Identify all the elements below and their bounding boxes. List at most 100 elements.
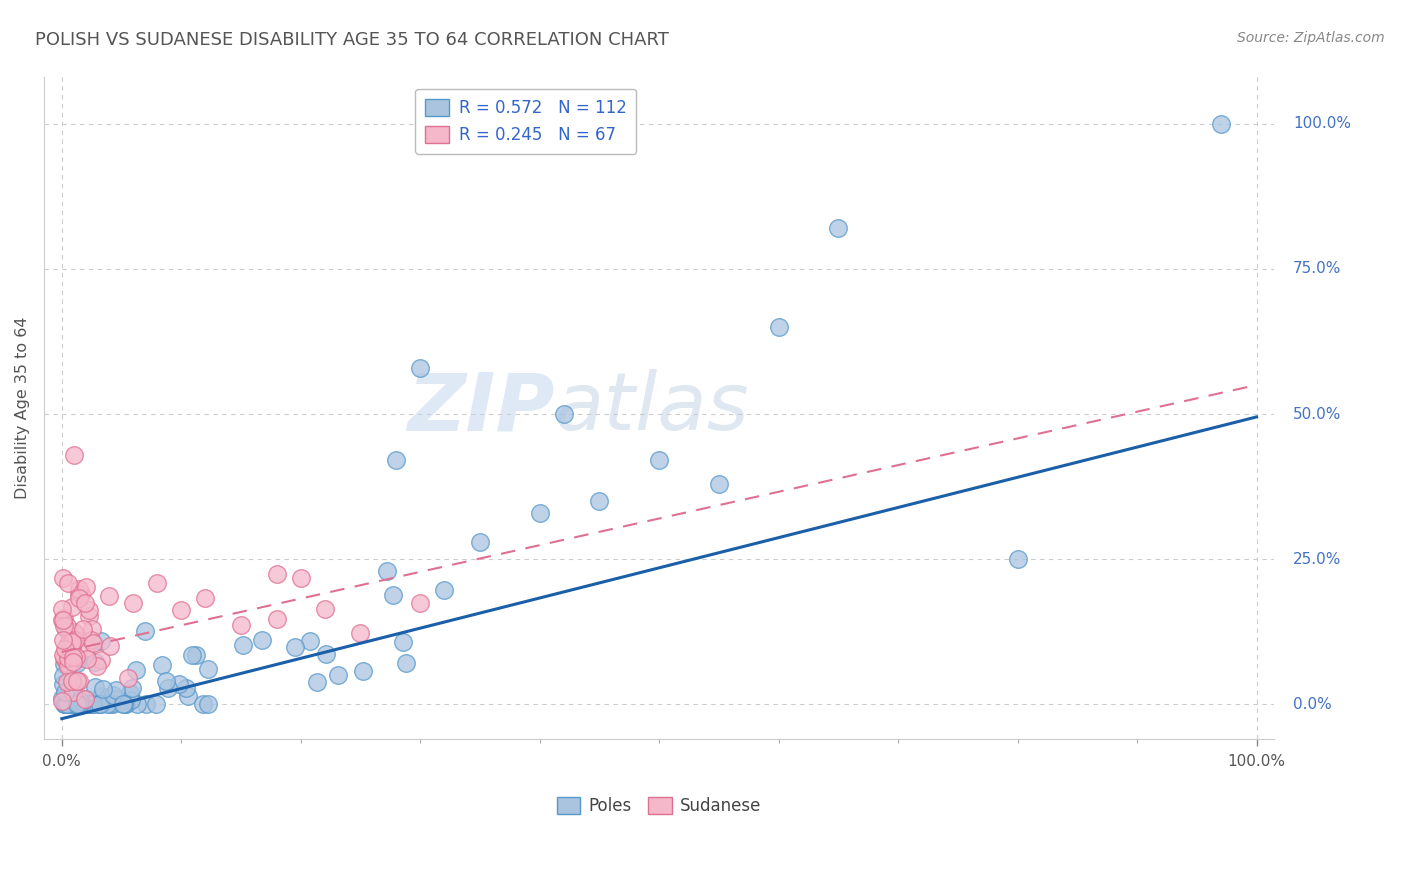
Point <box>56 656 79 670</box>
Point <box>197 697 219 711</box>
Point <box>55 619 77 633</box>
Point <box>52 694 75 708</box>
Point <box>69 694 91 708</box>
Point <box>89 697 111 711</box>
Point <box>63 697 86 711</box>
Point <box>53 641 76 656</box>
Point <box>73 596 96 610</box>
Point <box>105 683 128 698</box>
Point <box>352 664 374 678</box>
Point <box>229 618 252 632</box>
Point <box>58 576 80 591</box>
Point <box>82 636 104 650</box>
Point <box>75 692 97 706</box>
Point <box>529 506 551 520</box>
Point <box>122 596 145 610</box>
Point <box>65 697 87 711</box>
Point <box>66 697 89 711</box>
Point <box>66 697 89 711</box>
Point <box>60 689 83 703</box>
Point <box>55 622 77 636</box>
Point <box>80 633 103 648</box>
Point <box>191 697 214 711</box>
Point <box>145 697 167 711</box>
Point <box>167 677 190 691</box>
Text: 0.0%: 0.0% <box>1294 697 1331 712</box>
Point <box>56 697 79 711</box>
Point <box>155 673 177 688</box>
Point <box>553 407 575 421</box>
Point <box>65 697 87 711</box>
Point <box>79 609 101 624</box>
Point <box>70 587 93 601</box>
Point <box>53 697 76 711</box>
Point <box>349 625 371 640</box>
Point <box>170 602 193 616</box>
Point <box>67 591 90 605</box>
Point <box>66 697 89 711</box>
Point <box>103 697 125 711</box>
Point <box>67 587 90 601</box>
Point <box>52 648 75 662</box>
Point <box>197 662 219 676</box>
Point <box>52 571 75 585</box>
Point <box>69 697 91 711</box>
Point <box>52 619 75 633</box>
Point <box>105 692 128 706</box>
Point <box>150 658 173 673</box>
Point <box>121 681 143 696</box>
Point <box>1007 552 1029 566</box>
Y-axis label: Disability Age 35 to 64: Disability Age 35 to 64 <box>15 317 30 500</box>
Point <box>66 656 89 670</box>
Point <box>89 697 111 711</box>
Point <box>112 697 135 711</box>
Point <box>58 697 80 711</box>
Point <box>51 602 73 616</box>
Point <box>112 697 135 711</box>
Point <box>70 697 93 711</box>
Point <box>194 591 217 605</box>
Point <box>98 697 121 711</box>
Point <box>134 624 156 638</box>
Legend: Poles, Sudanese: Poles, Sudanese <box>550 790 768 822</box>
Point <box>65 697 87 711</box>
Point <box>60 640 83 654</box>
Point <box>51 690 73 705</box>
Point <box>76 697 98 711</box>
Point <box>58 624 80 639</box>
Point <box>55 697 77 711</box>
Point <box>385 453 408 467</box>
Point <box>468 534 491 549</box>
Point <box>588 494 610 508</box>
Point <box>91 682 114 697</box>
Point <box>58 695 80 709</box>
Point <box>77 603 100 617</box>
Point <box>284 640 307 655</box>
Point <box>432 582 454 597</box>
Point <box>63 632 86 647</box>
Text: 50.0%: 50.0% <box>1294 407 1341 422</box>
Point <box>124 663 146 677</box>
Point <box>53 651 76 665</box>
Point <box>60 600 83 615</box>
Point <box>52 676 75 690</box>
Point <box>56 651 79 665</box>
Point <box>52 668 75 682</box>
Point <box>315 648 337 662</box>
Point <box>52 697 75 711</box>
Point <box>409 596 432 610</box>
Point <box>266 566 288 581</box>
Text: atlas: atlas <box>554 369 749 447</box>
Point <box>59 697 82 711</box>
Point <box>62 685 84 699</box>
Point <box>80 622 103 636</box>
Point <box>80 697 103 711</box>
Point <box>707 476 730 491</box>
Text: 25.0%: 25.0% <box>1294 551 1341 566</box>
Point <box>56 697 79 711</box>
Point <box>98 589 121 603</box>
Point <box>90 689 112 703</box>
Point <box>51 694 73 708</box>
Point <box>60 674 83 689</box>
Point <box>59 673 82 687</box>
